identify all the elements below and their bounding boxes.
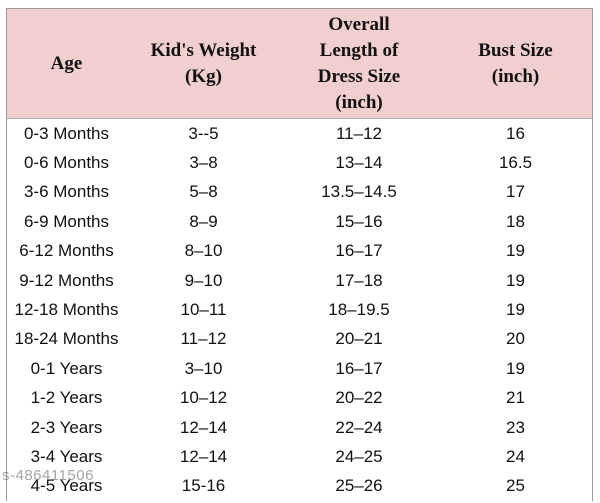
bust-cell: 19 [506,358,525,378]
weight-cell: 5–8 [189,182,218,202]
age-cell: 9-12 Months [19,270,114,290]
length-cell: 18–19.5 [328,300,390,320]
bust-cell: 16.5 [498,153,533,173]
weight-cell: 12–14 [179,446,228,466]
length-cell: 25–26 [335,476,383,496]
bust-cell: 18 [506,211,525,231]
weight-cell: 15-16 [181,476,226,496]
weight-cell: 11–12 [180,329,227,349]
bust-cell: 19 [506,300,525,320]
age-cell: 18-24 Months [14,329,119,349]
header-age: Age [7,9,126,119]
bust-cell: 21 [506,388,525,408]
weight-cell: 9–10 [184,270,223,290]
length-cell: 15–16 [335,211,383,231]
table-row: 0-6 Months 3–8 13–14 16.5 [7,148,592,177]
age-cell: 1-2 Years [30,388,103,408]
age-cell: 6-9 Months [23,211,110,231]
age-cell: 6-12 Months [19,241,114,261]
length-cell: 17–18 [335,270,383,290]
age-cell: 4-5 Years [30,476,103,496]
weight-cell: 3–10 [184,358,223,378]
bust-cell: 19 [506,241,525,261]
age-cell: 3-4 Years [30,446,103,466]
bust-cell: 17 [506,182,525,202]
size-chart: Age Kid's Weight (Kg) Overall Length of … [6,8,593,501]
table-row: 3-4 Years 12–14 24–25 24 [7,442,592,471]
bust-cell: 24 [506,446,525,466]
weight-cell: 3--5 [188,123,219,143]
table-row: 2-3 Years 12–14 22–24 23 [7,413,592,442]
weight-cell: 3–8 [189,153,218,173]
header-bust-size: Bust Size (inch) [437,9,592,119]
length-cell: 13.5–14.5 [321,182,397,202]
header-kids-weight: Kid's Weight (Kg) [126,9,281,119]
weight-cell: 10–11 [180,300,227,320]
table-row: 0-3 Months 3--5 11–12 16 [7,119,592,149]
watermark-text: s-486411506 [2,467,94,484]
weight-cell: 8–10 [184,241,223,261]
age-cell: 0-1 Years [30,358,103,378]
bust-cell: 19 [506,270,525,290]
table-row: 4-5 Years 15-16 25–26 25 [7,472,592,501]
age-cell: 0-6 Months [23,153,110,173]
length-cell: 20–22 [335,388,383,408]
table-row: 6-12 Months 8–10 16–17 19 [7,237,592,266]
table-row: 0-1 Years 3–10 16–17 19 [7,354,592,383]
size-table: Age Kid's Weight (Kg) Overall Length of … [7,9,592,502]
length-cell: 24–25 [335,446,383,466]
header-overall-length: Overall Length of Dress Size (inch) [281,9,437,119]
age-cell: 2-3 Years [30,417,103,437]
table-header: Age Kid's Weight (Kg) Overall Length of … [7,9,592,119]
weight-cell: 12–14 [179,417,228,437]
weight-cell: 8–9 [189,211,218,231]
table-row: 3-6 Months 5–8 13.5–14.5 17 [7,178,592,207]
length-cell: 16–17 [335,358,383,378]
bust-cell: 23 [506,417,525,437]
table-row: 18-24 Months 11–12 20–21 20 [7,325,592,354]
length-cell: 16–17 [335,241,383,261]
bust-cell: 20 [506,329,525,349]
bust-cell: 16 [506,123,525,143]
weight-cell: 10–12 [179,388,228,408]
length-cell: 11–12 [335,123,382,143]
table-row: 1-2 Years 10–12 20–22 21 [7,384,592,413]
table-row: 9-12 Months 9–10 17–18 19 [7,266,592,295]
bust-cell: 25 [506,476,525,496]
table-row: 6-9 Months 8–9 15–16 18 [7,207,592,236]
length-cell: 13–14 [335,153,383,173]
age-cell: 12-18 Months [14,300,119,320]
length-cell: 20–21 [335,329,383,349]
length-cell: 22–24 [335,417,383,437]
table-body: 0-3 Months 3--5 11–12 16 0-6 Months 3–8 13–14 1… [7,119,592,502]
age-cell: 3-6 Months [23,182,110,202]
table-row: 12-18 Months 10–11 18–19.5 19 [7,295,592,324]
age-cell: 0-3 Months [23,123,110,143]
